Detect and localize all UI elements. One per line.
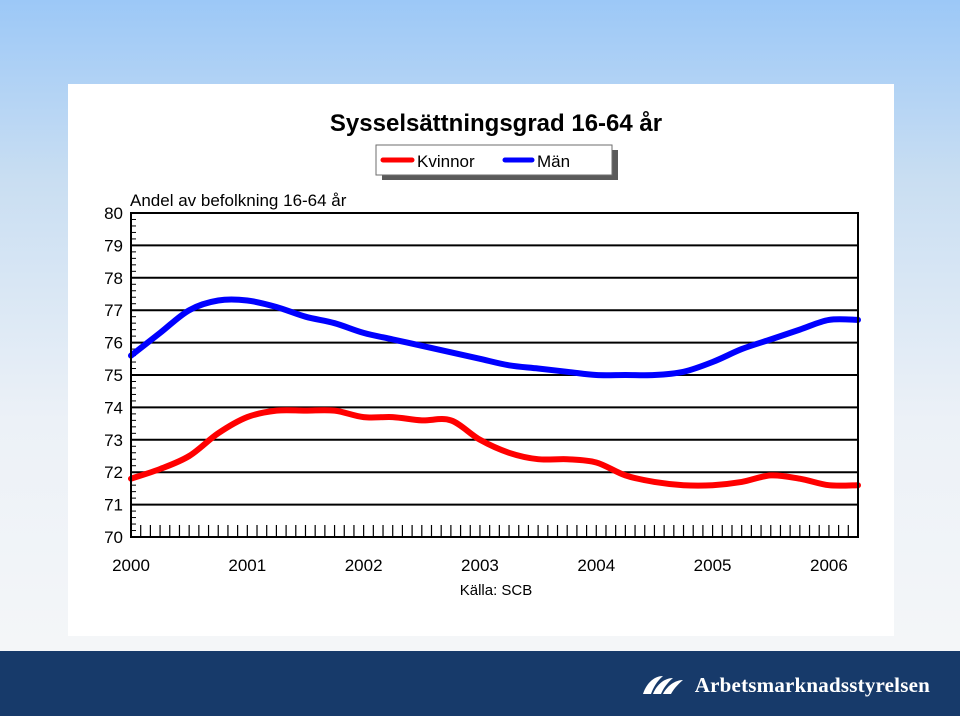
y-tick-74: 74 — [104, 398, 123, 417]
x-tick-2004: 2004 — [577, 556, 615, 575]
y-tick-76: 76 — [104, 334, 123, 353]
gridlines — [131, 244, 858, 506]
y-tick-71: 71 — [104, 496, 123, 515]
x-tick-2005: 2005 — [694, 556, 732, 575]
minor-ticks — [130, 212, 859, 538]
x-tick-2002: 2002 — [345, 556, 383, 575]
y-tick-72: 72 — [104, 463, 123, 482]
y-tick-70: 70 — [104, 528, 123, 547]
x-tick-2003: 2003 — [461, 556, 499, 575]
footer-bar: Arbetsmarknadsstyrelsen — [0, 651, 960, 716]
series-group — [128, 296, 861, 489]
footer-logo-text: Arbetsmarknadsstyrelsen — [694, 672, 930, 697]
series-line-man — [128, 296, 861, 379]
ams-logo-icon — [642, 676, 683, 694]
source-note: Källa: SCB — [460, 582, 533, 599]
y-tick-labels: 70 71 72 73 74 75 76 77 78 79 80 — [104, 204, 123, 547]
y-axis-title: Andel av befolkning 16-64 år — [130, 191, 347, 210]
x-tick-labels: 2000 2001 2002 2003 2004 2005 2006 — [112, 556, 848, 575]
plot-frame — [130, 212, 859, 538]
series-line-kvinnor — [128, 407, 861, 489]
x-tick-2000: 2000 — [112, 556, 150, 575]
y-tick-75: 75 — [104, 366, 123, 385]
x-tick-2001: 2001 — [228, 556, 266, 575]
footer-logo: Arbetsmarknadsstyrelsen — [641, 665, 930, 705]
legend-label-kvinnor: Kvinnor — [417, 152, 475, 171]
x-tick-2006: 2006 — [810, 556, 848, 575]
y-tick-73: 73 — [104, 431, 123, 450]
legend: Kvinnor Män — [375, 144, 618, 180]
legend-label-man: Män — [537, 152, 570, 171]
y-tick-78: 78 — [104, 269, 123, 288]
legend-box — [375, 144, 613, 176]
y-tick-80: 80 — [104, 204, 123, 223]
y-tick-77: 77 — [104, 301, 123, 320]
y-tick-79: 79 — [104, 236, 123, 255]
chart-title: Sysselsättningsgrad 16-64 år — [330, 110, 662, 137]
